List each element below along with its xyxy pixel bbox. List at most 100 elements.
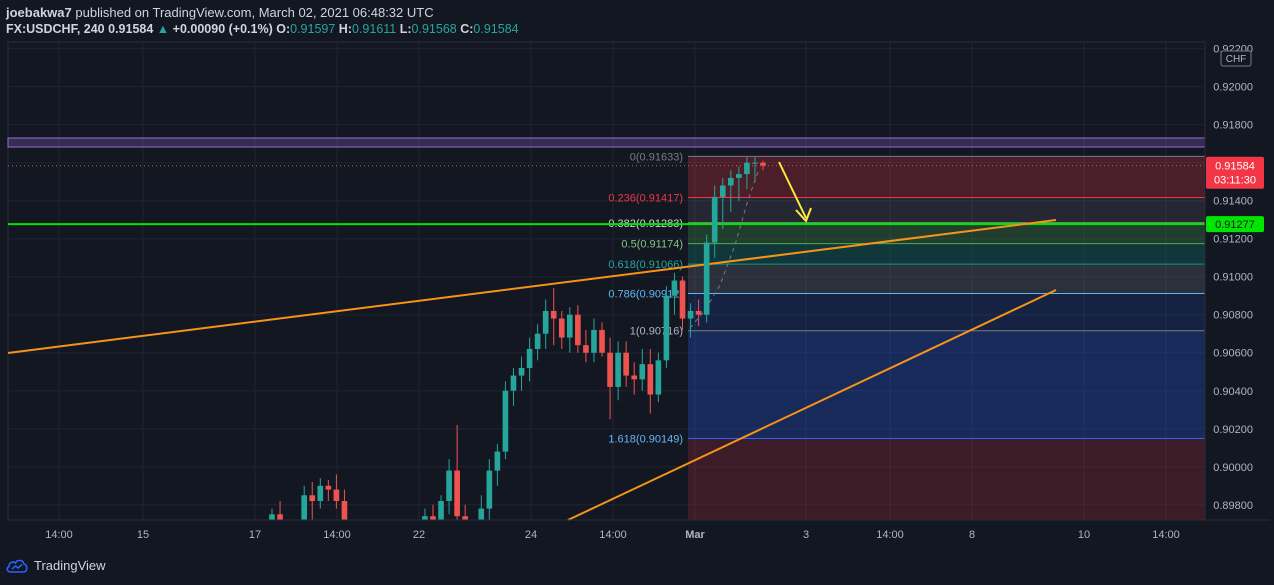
y-tick-label: 0.90600 xyxy=(1213,348,1253,360)
y-tick-label: 0.90200 xyxy=(1213,424,1253,436)
candle-body xyxy=(607,352,613,387)
fib-level-label: 0.5(0.91174) xyxy=(621,239,683,251)
candle-body xyxy=(744,162,750,175)
x-tick-label: 24 xyxy=(525,529,537,541)
candle-body xyxy=(534,333,541,349)
candle-body xyxy=(623,352,629,376)
y-tick-label: 0.90800 xyxy=(1213,310,1253,322)
candle-body xyxy=(277,514,283,520)
tradingview-logo[interactable]: TradingView xyxy=(6,558,106,573)
candle-body xyxy=(687,310,694,319)
publish-info: joebakwa7 published on TradingView.com, … xyxy=(6,5,434,20)
candle-body xyxy=(478,508,485,520)
change-value: +0.00090 (+0.1%) xyxy=(172,22,273,36)
candle-body xyxy=(727,177,734,186)
dashed-projection xyxy=(689,171,759,329)
y-tick-label: 0.91200 xyxy=(1213,234,1253,246)
x-tick-label: 14:00 xyxy=(599,529,627,541)
symbol-label[interactable]: FX:USDCHF, 240 xyxy=(6,22,105,36)
last-price-badge-value: 0.91584 xyxy=(1215,161,1255,173)
candle-body xyxy=(333,489,340,501)
x-tick-label: 3 xyxy=(803,529,809,541)
open-value: 0.91597 xyxy=(290,22,336,36)
candle-body xyxy=(655,360,662,395)
candle-body xyxy=(486,470,493,509)
x-tick-label: 14:00 xyxy=(45,529,73,541)
candle-body xyxy=(454,470,460,517)
candle-body xyxy=(631,375,638,380)
x-tick-label: 14:00 xyxy=(1152,529,1180,541)
fib-level-label: 0(0.91633) xyxy=(630,151,683,163)
candle-body xyxy=(695,310,702,315)
y-tick-label: 0.91000 xyxy=(1213,272,1253,284)
candle-body xyxy=(736,174,742,178)
y-tick-label: 0.91800 xyxy=(1213,120,1253,132)
high-value: 0.91611 xyxy=(351,22,397,36)
fib-zone xyxy=(688,330,1205,439)
low-value: 0.91568 xyxy=(411,22,457,36)
close-value: 0.91584 xyxy=(473,22,519,36)
y-tick-label: 0.92000 xyxy=(1213,82,1253,94)
candles xyxy=(269,156,766,520)
candle-body xyxy=(711,196,718,243)
candle-body xyxy=(341,500,348,520)
x-tick-label: 8 xyxy=(969,529,975,541)
candle-body xyxy=(679,280,686,319)
y-tick-label: 0.90400 xyxy=(1213,386,1253,398)
fib-level-label: 0.236(0.91417) xyxy=(608,192,683,204)
candle-body xyxy=(615,352,621,387)
lower-trendline xyxy=(567,289,1057,521)
last-price: 0.91584 xyxy=(108,22,154,36)
candle-body xyxy=(438,500,444,520)
author-name[interactable]: joebakwa7 xyxy=(6,5,72,20)
candle-body xyxy=(518,367,525,376)
fib-zone xyxy=(688,197,1205,223)
candle-body xyxy=(446,470,452,501)
x-tick-label: 10 xyxy=(1078,529,1090,541)
fib-zone-extension xyxy=(688,438,1205,520)
candle-body xyxy=(430,516,436,520)
last-price-badge xyxy=(1206,156,1264,189)
symbol-legend: FX:USDCHF, 240 0.91584 ▲ +0.00090 (+0.1%… xyxy=(6,22,519,36)
y-tick-label: 0.90000 xyxy=(1213,462,1253,474)
green-line-badge-value: 0.91277 xyxy=(1215,219,1255,231)
candle-body xyxy=(719,185,726,197)
fib-zone xyxy=(688,293,1205,331)
tradingview-cloud-icon xyxy=(6,559,28,573)
currency-box xyxy=(1220,50,1252,67)
fib-retracement[interactable]: 0(0.91633)0.236(0.91417)0.382(0.91283)0.… xyxy=(608,151,1205,520)
yellow-arrow-shaft xyxy=(778,161,807,219)
published-text: published on TradingView.com, March 02, … xyxy=(75,5,434,20)
candle-body xyxy=(760,162,766,166)
upper-trendline xyxy=(7,219,1057,354)
candle-body xyxy=(510,375,517,391)
candle-body xyxy=(494,451,501,471)
fib-zone xyxy=(688,156,1205,198)
candle-body xyxy=(317,485,324,501)
countdown-value: 03:11:30 xyxy=(1214,175,1256,187)
green-line-badge xyxy=(1206,216,1264,233)
candle-body xyxy=(703,242,710,315)
candle-body xyxy=(542,310,549,334)
candle-body xyxy=(647,364,654,395)
candle-body xyxy=(639,364,646,380)
purple-resistance-zone xyxy=(7,137,1206,148)
candle-body xyxy=(752,162,758,164)
high-label: H: xyxy=(338,22,352,36)
fib-level-label: 1.618(0.90149) xyxy=(608,433,683,445)
candle-body xyxy=(422,516,428,520)
grid xyxy=(7,41,1206,521)
x-tick-label: 14:00 xyxy=(876,529,904,541)
candle-body xyxy=(309,495,316,501)
low-label: L: xyxy=(399,22,412,36)
x-tick-label: 15 xyxy=(137,529,149,541)
candle-body xyxy=(526,348,533,368)
candle-body xyxy=(462,516,468,520)
fib-level-label: 0.618(0.91066) xyxy=(608,259,683,271)
open-label: O: xyxy=(276,22,291,36)
candle-body xyxy=(575,314,581,346)
y-tick-label: 0.91400 xyxy=(1213,196,1253,208)
x-tick-label: 14:00 xyxy=(323,529,351,541)
fib-zone xyxy=(688,243,1205,265)
